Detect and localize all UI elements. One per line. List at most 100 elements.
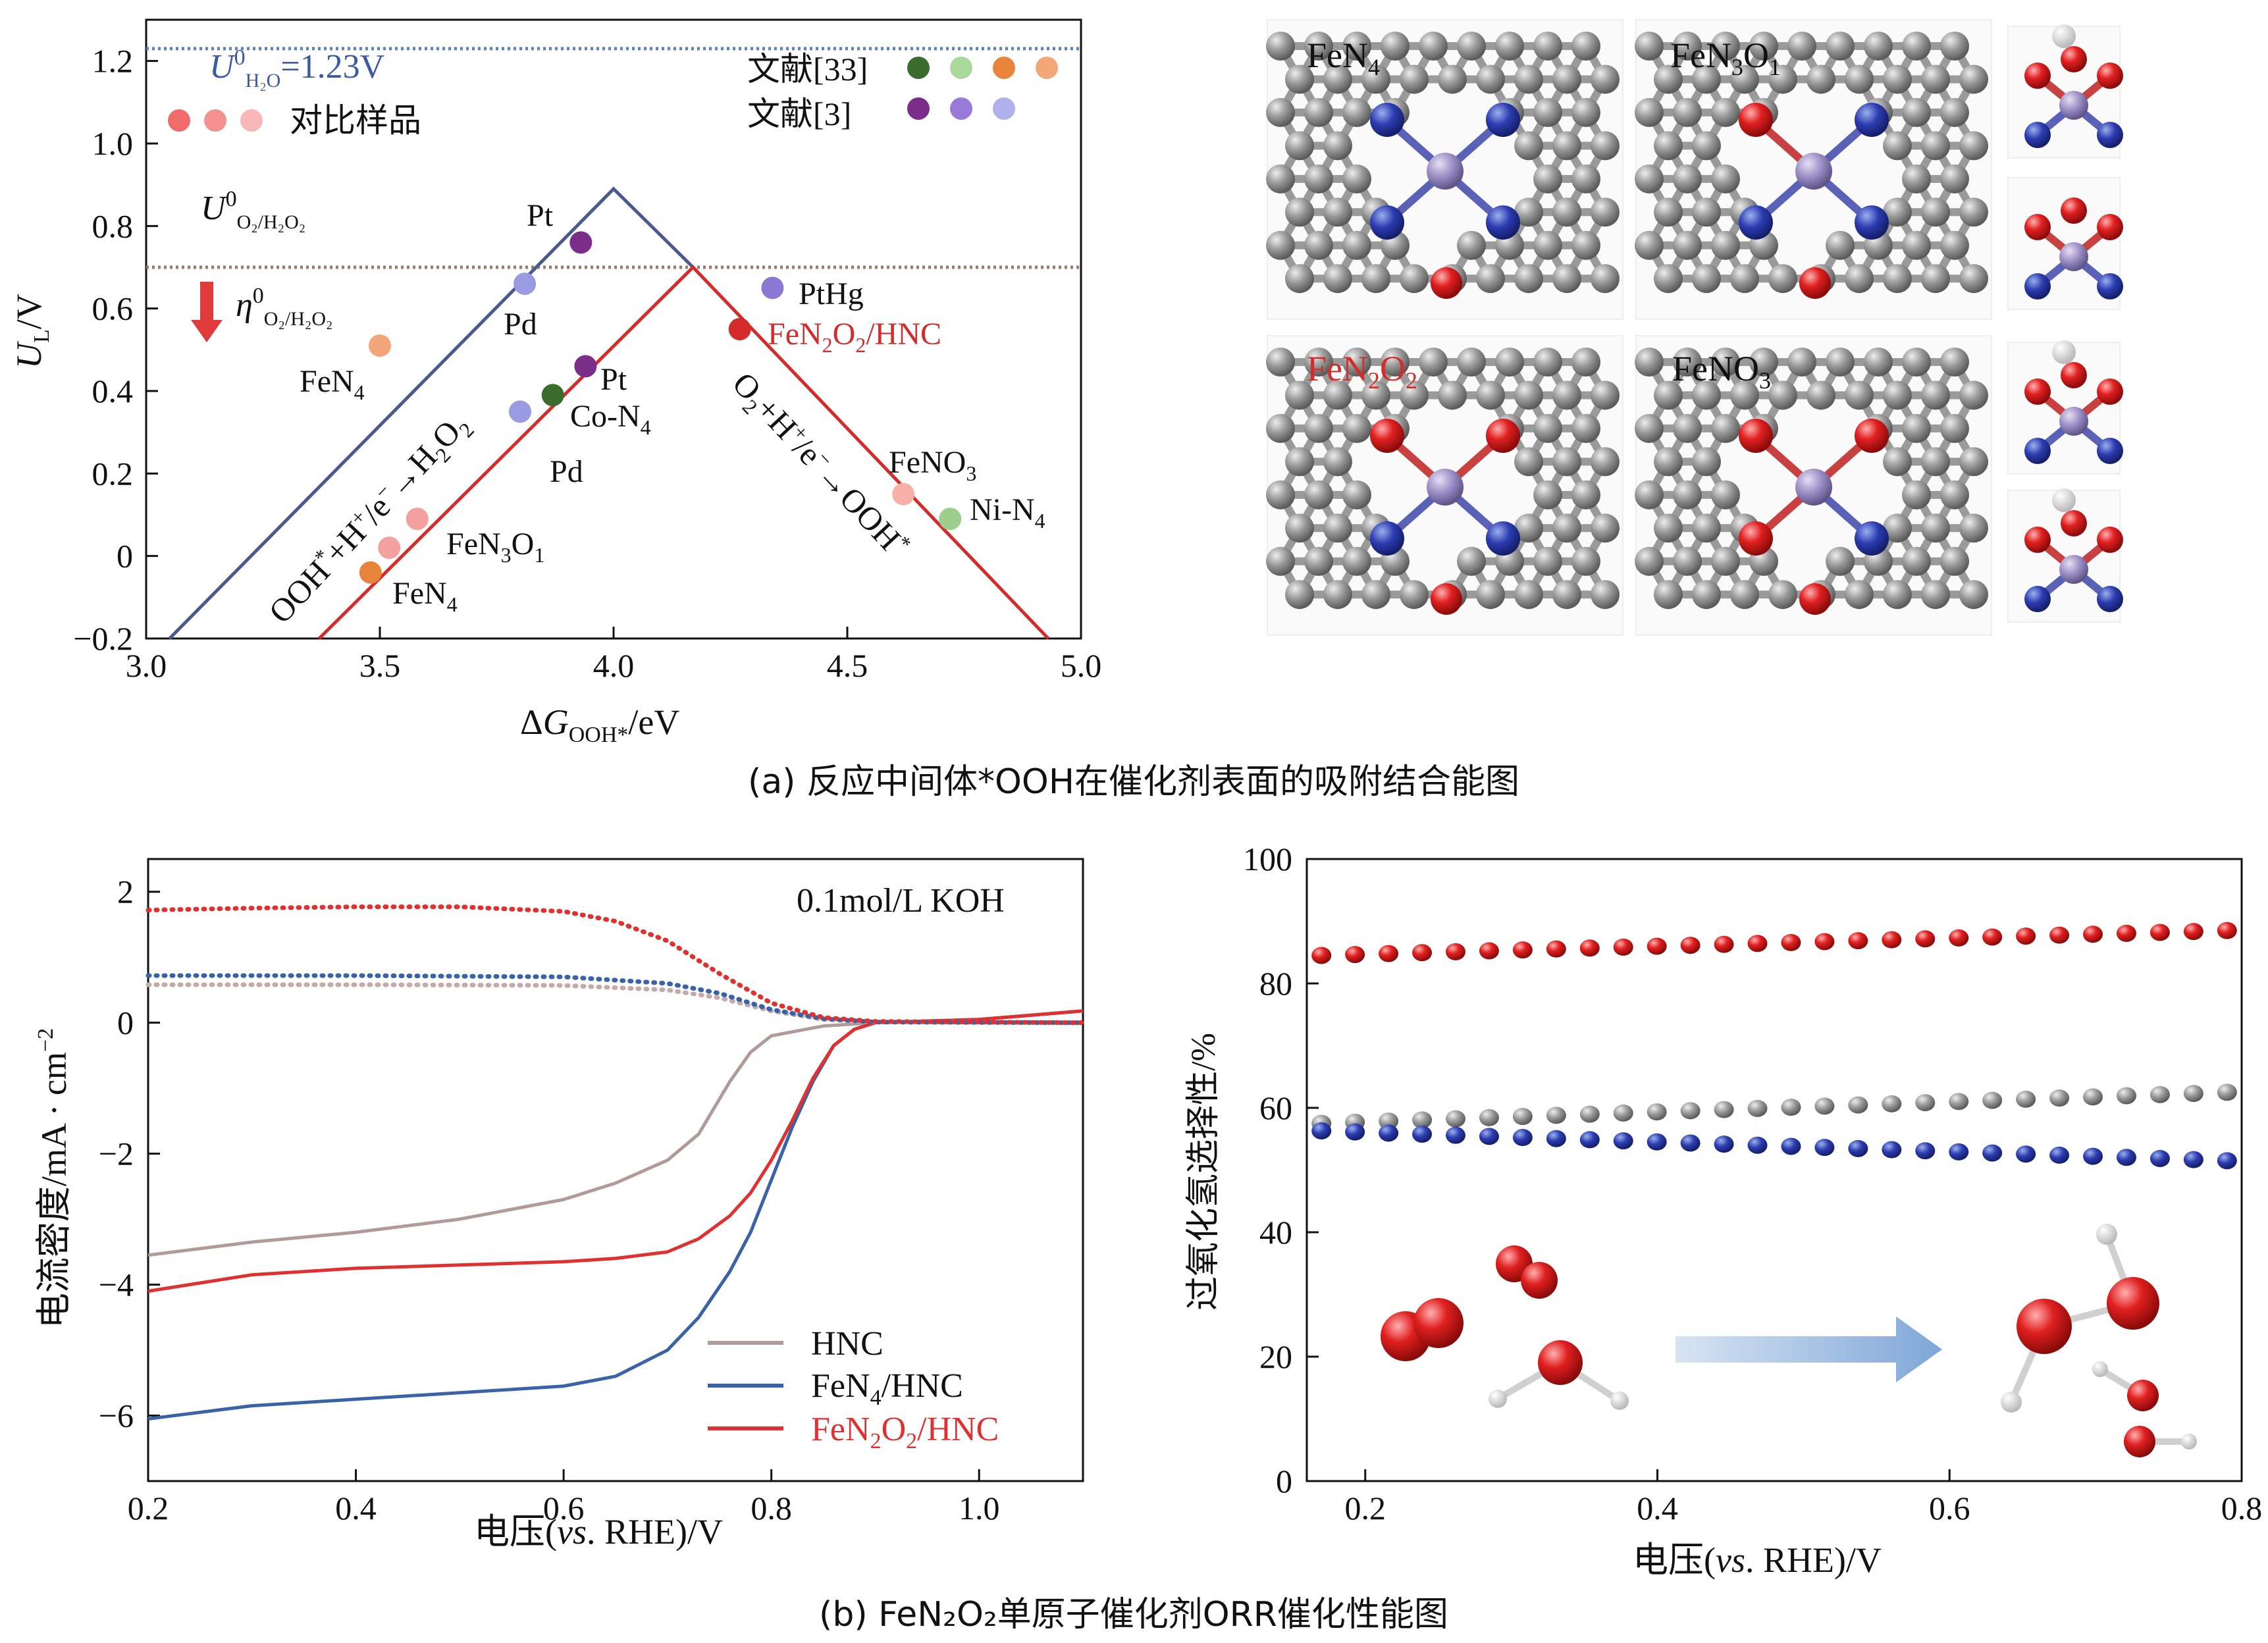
carbon-atom: [1342, 348, 1371, 377]
legend-dot: [168, 109, 190, 132]
carbon-atom: [1514, 380, 1543, 410]
carbon-atom: [1323, 580, 1352, 610]
carbon-atom: [1711, 164, 1740, 194]
carbon-atom: [1940, 546, 1969, 576]
lsv-plot: 0.2 0.4 0.6 0.8 1.0 −6 −4 −2 0 2 0.1mol/L KOH HNC…: [33, 858, 1086, 1552]
oxygen-atom: [1431, 583, 1462, 615]
selectivity-point: [1814, 933, 1835, 951]
selectivity-point: [1714, 1135, 1734, 1153]
label-fen4-bottom: FeN4: [392, 576, 458, 616]
reaction-arrow: [1675, 1317, 1942, 1382]
hydrogen-atom: [2096, 1224, 2117, 1245]
carbon-atom: [1845, 264, 1874, 294]
nitrogen-atom: [1739, 205, 1773, 240]
carbon-atom: [1940, 230, 1969, 260]
carbon-atom: [1342, 230, 1371, 260]
h2o2-molecule: [2017, 1299, 2072, 1354]
struct-label-feno3: FeNO3: [1672, 349, 1771, 394]
legend-dot: [993, 57, 1015, 79]
nitrogen-atom: [1486, 521, 1520, 556]
x-tick-label: 4.5: [827, 647, 868, 684]
x-tick-label: 0.6: [543, 1490, 585, 1526]
carbon-atom: [1591, 580, 1620, 610]
carbon-atom: [1419, 32, 1448, 61]
selectivity-point: [1714, 1101, 1734, 1118]
carbon-atom: [1730, 65, 1759, 94]
carbon-atom: [1457, 230, 1486, 260]
carbon-atom: [1940, 413, 1969, 443]
selectivity-point: [1680, 1102, 1701, 1120]
carbon-atom: [1902, 32, 1931, 61]
iron-atom: [1795, 469, 1832, 506]
carbon-atom: [1361, 380, 1390, 410]
selectivity-point: [1982, 1144, 2003, 1162]
carbon-atom: [1419, 348, 1448, 377]
oxygen-atom: [1739, 103, 1773, 137]
carbon-atom: [1673, 348, 1702, 377]
carbon-atom: [1438, 65, 1467, 94]
selectivity-point: [1814, 1097, 1835, 1115]
carbon-atom: [1591, 264, 1620, 294]
carbon-atom: [1902, 230, 1931, 260]
carbon-atom: [1533, 230, 1562, 260]
label-fen3o1: FeN3O1: [446, 527, 544, 567]
carbon-atom: [1845, 380, 1874, 410]
label-feno3: FeNO3: [889, 445, 976, 485]
carbon-atom: [1266, 480, 1295, 509]
iron-atom: [1795, 153, 1832, 190]
carbon-atom: [1476, 264, 1505, 294]
selectivity-point: [1412, 1111, 1433, 1129]
carbon-atom: [1902, 97, 1931, 127]
carbon-atom: [1673, 164, 1702, 194]
carbon-atom: [1438, 380, 1467, 410]
y-tick-label: 1.2: [92, 43, 134, 80]
carbon-atom: [1921, 380, 1950, 410]
label-pd-top: Pd: [504, 307, 537, 342]
legend-ref3-dots: [907, 97, 1015, 120]
carbon-atom: [1571, 348, 1600, 377]
carbon-atom: [1711, 480, 1740, 509]
lsv-legend-fen2o2: FeN2O2/HNC: [811, 1411, 999, 1453]
carbon-atom: [1266, 546, 1295, 576]
selectivity-point: [1512, 1129, 1533, 1147]
y-tick-label: 40: [1259, 1214, 1292, 1251]
selectivity-point: [1579, 1105, 1600, 1123]
carbon-atom: [1940, 164, 1969, 194]
legend-dot: [204, 109, 226, 132]
selectivity-point: [2049, 926, 2070, 944]
oxygen-atom: [2061, 510, 2087, 536]
carbon-atom: [1591, 513, 1620, 543]
iron-atom: [2059, 91, 2088, 120]
selectivity-point: [1915, 930, 1936, 948]
carbon-atom: [1457, 546, 1486, 576]
iron-atom: [2059, 407, 2088, 436]
carbon-atom: [1304, 32, 1333, 61]
selectivity-point: [1613, 938, 1633, 956]
carbon-atom: [1323, 131, 1352, 161]
data-point: [541, 384, 564, 407]
carbon-atom: [1921, 197, 1950, 227]
carbon-atom: [1285, 65, 1314, 94]
carbon-atom: [1571, 546, 1600, 576]
reaction-illustration: [1381, 1224, 2197, 1457]
carbon-atom: [1921, 65, 1950, 94]
nitrogen-atom: [2024, 438, 2051, 464]
hydrogen-atom: [2052, 340, 2076, 364]
label-u0-h2o: U0H₂O=1.23V: [209, 45, 384, 91]
oxygen-atom: [2061, 197, 2087, 224]
oxygen-atom: [2024, 527, 2051, 553]
carbon-atom: [1635, 546, 1664, 576]
y-tick-label: 100: [1243, 841, 1292, 877]
oxygen-atom: [1739, 419, 1773, 453]
carbon-atom: [1514, 131, 1543, 161]
y-tick-label: −0.2: [73, 620, 133, 657]
data-point: [514, 273, 537, 296]
selectivity-point: [1814, 1139, 1835, 1157]
caption-a: (a) 反应中间体*OOH在催化剂表面的吸附结合能图: [748, 762, 1519, 802]
oxygen-atom: [1799, 583, 1831, 615]
carbon-atom: [1673, 546, 1702, 576]
nitrogen-atom: [1855, 521, 1889, 556]
carbon-atom: [1959, 380, 1988, 410]
oxygen-atom: [2024, 378, 2051, 405]
carbon-atom: [1361, 264, 1390, 294]
